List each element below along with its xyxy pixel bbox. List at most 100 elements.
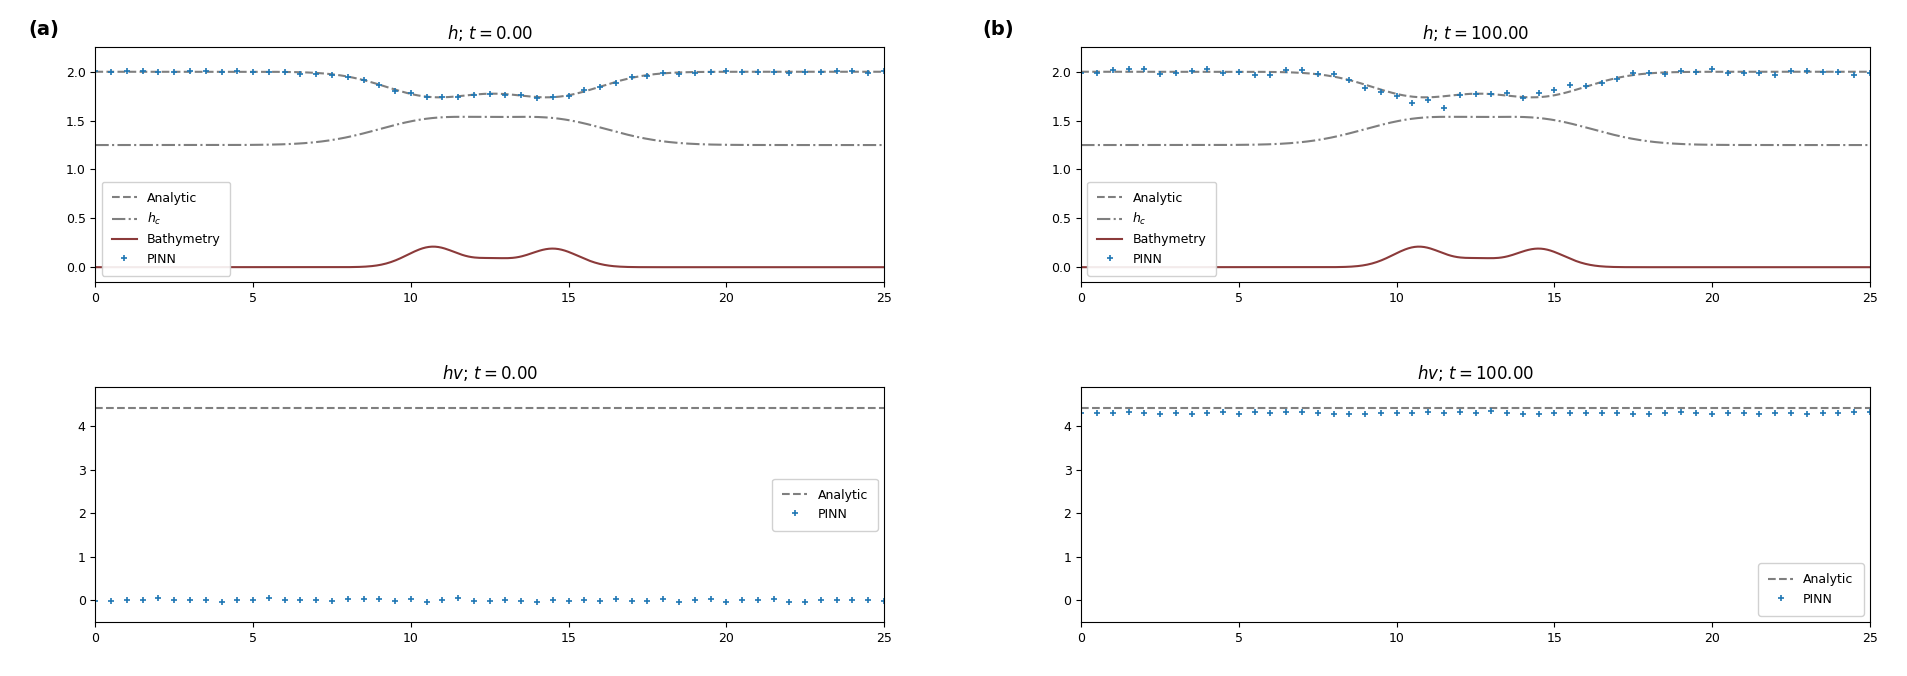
Legend: Analytic, $h_c$, Bathymetry, PINN: Analytic, $h_c$, Bathymetry, PINN: [101, 182, 231, 276]
PINN: [1636, 410, 1659, 418]
Analytic: [1857, 68, 1880, 76]
Analytic: [511, 92, 534, 100]
Title: $hv$; $t = 0.00$: $hv$; $t = 0.00$: [441, 363, 538, 383]
Analytic: [534, 93, 557, 101]
Line: PINN: PINN: [1077, 66, 1873, 111]
Analytic: [116, 404, 139, 412]
Line: Bathymetry: Bathymetry: [1081, 247, 1869, 267]
PINN: [179, 66, 202, 74]
Analytic: [1716, 68, 1739, 76]
Bathymetry: [555, 247, 578, 255]
$h_c$: [1857, 141, 1880, 149]
Bathymetry: [732, 263, 755, 271]
Legend: Analytic, PINN: Analytic, PINN: [1756, 563, 1863, 616]
PINN: [210, 598, 233, 606]
PINN: [1606, 409, 1629, 417]
Bathymetry: [1446, 253, 1468, 261]
Title: $h$; $t = 0.00$: $h$; $t = 0.00$: [446, 23, 532, 43]
PINN: [1322, 410, 1344, 418]
$h_c$: [84, 141, 107, 149]
Line: Analytic: Analytic: [1081, 72, 1869, 97]
Analytic: [1495, 92, 1518, 100]
Line: $h_c$: $h_c$: [1081, 117, 1869, 145]
$h_c$: [1449, 113, 1472, 121]
Bathymetry: [1840, 263, 1863, 271]
PINN: [273, 68, 296, 76]
Bathymetry: [460, 253, 482, 261]
PINN: [856, 69, 879, 77]
Line: Bathymetry: Bathymetry: [95, 247, 883, 267]
$h_c$: [448, 113, 471, 121]
Analytic: [555, 92, 578, 100]
PINN: [257, 594, 280, 602]
$h_c$: [511, 113, 534, 121]
Line: $h_c$: $h_c$: [95, 117, 883, 145]
$h_c$: [732, 141, 755, 149]
PINN: [871, 597, 894, 605]
Line: Analytic: Analytic: [95, 72, 883, 97]
Analytic: [463, 91, 486, 99]
PINN: [856, 596, 879, 604]
Analytic: [84, 68, 107, 76]
Analytic: [1520, 93, 1543, 101]
Text: (b): (b): [982, 20, 1015, 39]
$h_c$: [1541, 116, 1564, 124]
Line: PINN: PINN: [1077, 408, 1873, 418]
PINN: [524, 93, 547, 101]
PINN: [1070, 69, 1093, 77]
PINN: [368, 596, 391, 604]
Analytic: [84, 404, 107, 412]
Bathymetry: [1857, 263, 1880, 271]
PINN: [1306, 409, 1329, 417]
PINN: [1322, 70, 1344, 78]
Line: PINN: PINN: [92, 594, 887, 606]
Title: $hv$; $t = 100.00$: $hv$; $t = 100.00$: [1417, 363, 1533, 383]
PINN: [353, 76, 376, 84]
Legend: Analytic, PINN: Analytic, PINN: [772, 479, 877, 531]
Analytic: [1100, 404, 1123, 412]
Bathymetry: [1497, 251, 1520, 260]
$h_c$: [555, 116, 578, 124]
PINN: [1669, 67, 1692, 75]
$h_c$: [465, 113, 488, 121]
$h_c$: [1716, 141, 1739, 149]
Bathymetry: [511, 251, 534, 260]
PINN: [1857, 69, 1880, 77]
Bathymetry: [1449, 254, 1472, 262]
Analytic: [871, 68, 894, 76]
Bathymetry: [465, 254, 488, 262]
Analytic: [1447, 91, 1470, 99]
$h_c$: [1434, 113, 1457, 121]
Analytic: [1444, 91, 1466, 99]
$h_c$: [1497, 113, 1520, 121]
$h_c$: [1840, 141, 1863, 149]
Bathymetry: [84, 263, 107, 271]
PINN: [1116, 65, 1138, 73]
PINN: [84, 68, 107, 76]
Analytic: [1840, 68, 1863, 76]
PINN: [683, 69, 706, 77]
PINN: [353, 596, 376, 604]
PINN: [683, 596, 706, 604]
Legend: Analytic, $h_c$, Bathymetry, PINN: Analytic, $h_c$, Bathymetry, PINN: [1087, 182, 1215, 276]
PINN: [288, 596, 311, 604]
PINN: [1842, 71, 1865, 79]
Line: PINN: PINN: [92, 67, 887, 101]
PINN: [84, 596, 107, 604]
PINN: [635, 596, 658, 604]
$h_c$: [1070, 141, 1093, 149]
PINN: [635, 72, 658, 80]
PINN: [1857, 408, 1880, 416]
PINN: [1669, 408, 1692, 416]
PINN: [871, 68, 894, 76]
PINN: [1243, 408, 1266, 416]
Analytic: [1070, 404, 1093, 412]
Analytic: [854, 68, 877, 76]
PINN: [336, 73, 359, 81]
$h_c$: [871, 141, 894, 149]
PINN: [1070, 409, 1093, 417]
Bathymetry: [1541, 247, 1564, 255]
$h_c$: [1446, 113, 1468, 121]
PINN: [1432, 103, 1455, 112]
$h_c$: [854, 141, 877, 149]
